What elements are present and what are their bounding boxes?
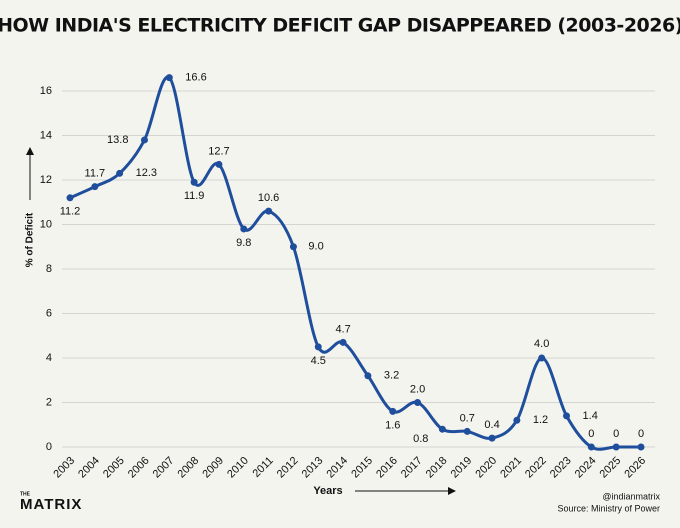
x-tick-label: 2006 bbox=[126, 455, 152, 481]
data-point bbox=[587, 443, 595, 451]
data-point bbox=[66, 194, 74, 202]
value-label: 3.2 bbox=[384, 370, 399, 382]
value-label: 12.3 bbox=[136, 167, 157, 179]
x-tick-label: 2007 bbox=[151, 455, 177, 481]
value-label: 11.7 bbox=[85, 168, 106, 180]
y-tick-label: 4 bbox=[46, 352, 52, 364]
axis-arrow-head bbox=[448, 487, 456, 495]
x-tick-label: 2013 bbox=[300, 455, 326, 481]
y-axis-label: % of Deficit bbox=[25, 212, 36, 267]
value-label: 11.9 bbox=[184, 190, 205, 202]
y-tick-label: 12 bbox=[40, 174, 52, 186]
y-tick-label: 6 bbox=[46, 307, 52, 319]
x-tick-label: 2011 bbox=[251, 455, 276, 480]
value-label: 11.2 bbox=[60, 206, 81, 218]
value-label: 4.7 bbox=[335, 323, 350, 335]
value-label: 0 bbox=[588, 428, 594, 440]
data-point bbox=[364, 372, 372, 380]
x-tick-label: 2020 bbox=[473, 455, 499, 481]
value-label: 0 bbox=[613, 428, 619, 440]
value-label: 9.8 bbox=[236, 237, 251, 249]
x-tick-label: 2010 bbox=[225, 455, 251, 481]
data-point bbox=[563, 412, 571, 420]
value-label: 13.8 bbox=[107, 134, 128, 146]
value-label: 16.6 bbox=[185, 72, 206, 84]
value-label: 0 bbox=[638, 428, 644, 440]
value-label: 2.0 bbox=[410, 383, 425, 395]
data-point bbox=[116, 169, 124, 177]
x-axis-label: Years bbox=[313, 485, 342, 497]
x-tick-label: 2025 bbox=[598, 455, 624, 481]
x-tick-label: 2009 bbox=[200, 455, 226, 481]
y-tick-label: 14 bbox=[40, 129, 52, 141]
x-tick-label: 2014 bbox=[324, 455, 350, 481]
data-point bbox=[190, 178, 198, 186]
x-tick-label: 2021 bbox=[498, 455, 524, 481]
x-tick-label: 2026 bbox=[622, 455, 648, 481]
data-point bbox=[612, 443, 620, 451]
value-label: 9.0 bbox=[308, 241, 323, 253]
x-tick-label: 2012 bbox=[275, 455, 301, 481]
data-point bbox=[438, 425, 446, 433]
y-tick-label: 2 bbox=[46, 396, 52, 408]
value-label: 4.0 bbox=[534, 338, 549, 350]
value-label: 0.7 bbox=[460, 412, 475, 424]
y-tick-label: 10 bbox=[40, 218, 52, 230]
x-tick-label: 2008 bbox=[176, 455, 202, 481]
data-point bbox=[463, 427, 471, 435]
data-point bbox=[140, 136, 148, 144]
source: Source: Ministry of Power bbox=[557, 503, 660, 513]
data-point bbox=[637, 443, 645, 451]
handle: @indianmatrix bbox=[602, 491, 660, 501]
data-point bbox=[538, 354, 546, 362]
x-tick-label: 2004 bbox=[76, 455, 102, 481]
value-label: 0.4 bbox=[484, 419, 499, 431]
data-point bbox=[339, 338, 347, 346]
y-tick-label: 8 bbox=[46, 263, 52, 275]
x-tick-label: 2015 bbox=[349, 455, 375, 481]
data-point bbox=[265, 207, 273, 215]
value-label: 4.5 bbox=[311, 355, 326, 367]
x-tick-label: 2023 bbox=[548, 455, 574, 481]
y-tick-label: 16 bbox=[40, 85, 52, 97]
data-point bbox=[414, 399, 422, 406]
y-tick-label: 0 bbox=[46, 441, 52, 453]
x-tick-label: 2018 bbox=[424, 455, 450, 481]
x-tick-label: 2005 bbox=[101, 455, 127, 481]
data-point bbox=[389, 407, 397, 415]
x-tick-label: 2019 bbox=[449, 455, 475, 481]
x-tick-label: 2022 bbox=[523, 455, 549, 481]
data-point bbox=[240, 225, 248, 233]
x-tick-label: 2017 bbox=[399, 455, 425, 481]
data-line bbox=[69, 75, 641, 451]
data-point bbox=[215, 160, 223, 168]
data-point bbox=[91, 183, 99, 191]
value-label: 1.4 bbox=[583, 410, 598, 422]
value-label: 12.7 bbox=[208, 145, 229, 157]
data-point bbox=[513, 416, 521, 424]
x-tick-label: 2003 bbox=[51, 455, 77, 481]
data-point bbox=[289, 243, 297, 251]
data-point bbox=[488, 434, 496, 442]
value-label: 1.2 bbox=[533, 414, 548, 426]
logo: MATRIX bbox=[20, 496, 82, 513]
chart-title: HOW INDIA'S ELECTRICITY DEFICIT GAP DISA… bbox=[0, 15, 680, 37]
x-tick-label: 2024 bbox=[573, 455, 599, 481]
value-label: 0.8 bbox=[413, 433, 428, 445]
x-tick-label: 2016 bbox=[374, 455, 400, 481]
axis-arrow-head bbox=[26, 147, 34, 155]
data-point bbox=[165, 74, 173, 82]
value-label: 10.6 bbox=[258, 192, 279, 204]
data-point bbox=[314, 343, 322, 351]
logo-small: THE bbox=[20, 491, 31, 497]
value-label: 1.6 bbox=[385, 419, 400, 431]
